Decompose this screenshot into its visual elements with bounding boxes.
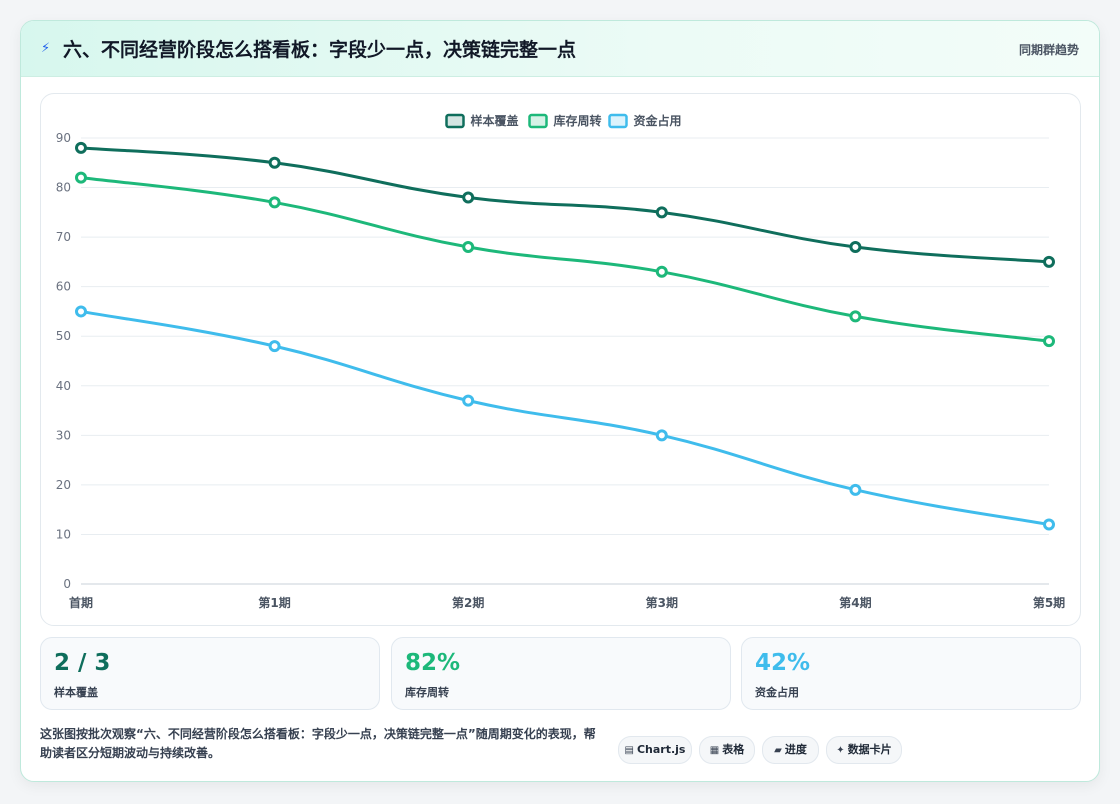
x-tick-label: 第1期	[258, 595, 290, 610]
x-tick-label: 首期	[69, 595, 93, 610]
data-point	[849, 483, 862, 496]
sparkle-icon: ✦	[836, 745, 845, 756]
y-tick-label: 10	[56, 527, 71, 541]
chip-label: Chart.js	[636, 743, 686, 756]
y-tick-label: 20	[56, 478, 71, 492]
progress-icon: ▰	[774, 745, 782, 756]
legend-swatch	[608, 113, 628, 129]
y-tick-label: 90	[56, 131, 71, 145]
data-point	[655, 265, 668, 278]
y-tick-label: 80	[56, 181, 71, 195]
data-point	[75, 171, 87, 184]
lightning-icon: ⚡	[41, 41, 51, 56]
chip-progress[interactable]: ▰ 进度	[762, 736, 819, 764]
legend-swatch	[445, 113, 465, 129]
kpi-value: 42%	[755, 650, 811, 676]
x-tick-label: 第5期	[1033, 595, 1065, 610]
chip-data-card[interactable]: ✦ 数据卡片	[826, 736, 902, 764]
card-header: ⚡ 六、不同经营阶段怎么搭看板：字段少一点，决策链完整一点 同期群趋势	[21, 21, 1099, 77]
chip-table[interactable]: ▦ 表格	[699, 736, 755, 764]
series-line	[79, 309, 1051, 527]
kpi-card-capital-usage: 42% 资金占用	[741, 637, 1081, 710]
kpi-card-sample-coverage: 2 / 3 样本覆盖	[40, 637, 380, 710]
y-tick-label: 30	[56, 428, 71, 442]
data-point	[849, 241, 862, 254]
data-point	[655, 429, 668, 442]
kpi-value: 2 / 3	[54, 650, 111, 676]
series-line	[79, 146, 1051, 264]
data-point	[268, 156, 281, 169]
chart-description: 这张图按批次观察“六、不同经营阶段怎么搭看板：字段少一点，决策链完整一点”随周期…	[40, 727, 596, 760]
kpi-label: 资金占用	[755, 686, 799, 699]
data-point	[1043, 335, 1055, 348]
chip-label: 数据卡片	[847, 743, 892, 756]
dashboard-card: ⚡ 六、不同经营阶段怎么搭看板：字段少一点，决策链完整一点 同期群趋势 0 10 2…	[20, 20, 1100, 782]
x-tick-label: 第3期	[646, 595, 678, 610]
chip-label: 表格	[722, 743, 745, 756]
kpi-card-inventory-turnover: 82% 库存周转	[391, 637, 731, 710]
y-tick-label: 50	[56, 329, 71, 343]
y-tick-label: 60	[56, 280, 71, 294]
x-tick-label: 第2期	[452, 595, 484, 610]
kpi-label: 库存周转	[405, 686, 449, 699]
series-line	[79, 176, 1051, 343]
kpi-label: 样本覆盖	[54, 686, 98, 699]
data-point	[655, 206, 668, 219]
chart-canvas: 0 10 20 30 40 50 60 70 80 90 首期 第1期 第2期 第3期 第4期 第5期 样本覆盖…	[56, 113, 1065, 610]
data-point	[1043, 255, 1055, 268]
data-point	[75, 141, 87, 154]
legend-label: 资金占用	[634, 113, 682, 128]
table-icon: ▦	[709, 745, 720, 756]
line-chart: 0 10 20 30 40 50 60 70 80 90 首期 第1期 第2期 第3期 第4期 第5期 样本覆盖…	[40, 93, 1081, 626]
data-point	[268, 196, 281, 209]
legend-swatch	[528, 113, 548, 129]
chart-icon: ▤	[624, 745, 634, 756]
data-point	[462, 241, 475, 254]
data-point	[1043, 518, 1055, 531]
data-point	[849, 310, 862, 323]
page-title: 六、不同经营阶段怎么搭看板：字段少一点，决策链完整一点	[63, 39, 577, 61]
legend-label: 样本覆盖	[471, 113, 519, 128]
chip-chartjs[interactable]: ▤ Chart.js	[618, 736, 692, 764]
trend-badge: 同期群趋势	[1018, 43, 1079, 57]
data-point	[268, 340, 281, 353]
data-point	[462, 394, 475, 407]
data-point	[75, 305, 87, 318]
y-tick-label: 70	[56, 230, 71, 244]
chip-label: 进度	[784, 743, 807, 756]
kpi-value: 82%	[405, 650, 461, 676]
y-tick-label: 0	[63, 577, 71, 591]
y-tick-label: 40	[56, 379, 71, 393]
x-tick-label: 第4期	[839, 595, 871, 610]
legend-label: 库存周转	[554, 113, 602, 128]
data-point	[462, 191, 475, 204]
